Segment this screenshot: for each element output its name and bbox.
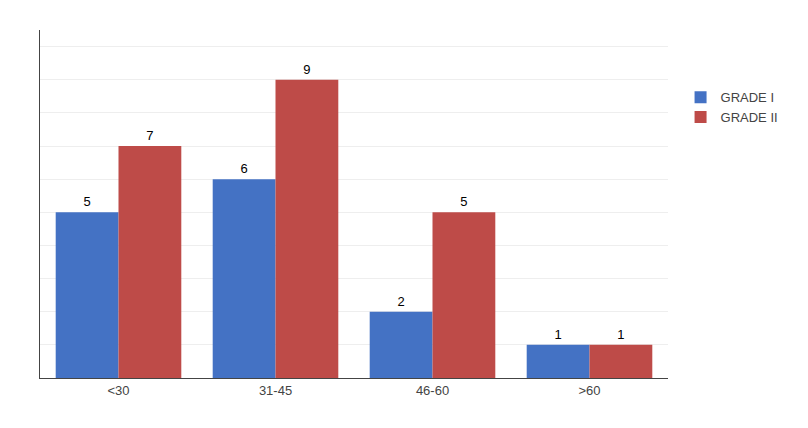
svg-text:<30: <30 [107, 383, 129, 398]
svg-text:2: 2 [397, 294, 404, 309]
svg-text:31-45: 31-45 [259, 383, 292, 398]
svg-text:5: 5 [460, 194, 467, 209]
svg-text:5: 5 [83, 194, 90, 209]
svg-text:>60: >60 [578, 383, 600, 398]
svg-text:7: 7 [146, 128, 153, 143]
svg-text:9: 9 [303, 62, 310, 77]
svg-text:46-60: 46-60 [416, 383, 449, 398]
svg-text:GRADE I: GRADE I [721, 90, 774, 105]
svg-text:6: 6 [240, 161, 247, 176]
svg-text:GRADE II: GRADE II [721, 110, 778, 125]
svg-text:1: 1 [554, 327, 561, 342]
svg-text:1: 1 [617, 327, 624, 342]
